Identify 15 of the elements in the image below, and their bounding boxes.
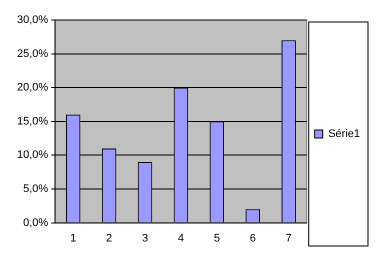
- x-tick-label: 3: [142, 232, 148, 244]
- legend-label: Série1: [328, 128, 360, 140]
- x-tick-label: 6: [250, 232, 256, 244]
- y-tick-label: 15,0%: [16, 115, 48, 128]
- y-tick-label: 30,0%: [16, 14, 48, 26]
- y-tick-label: 5,0%: [23, 183, 48, 196]
- x-tick-label: 1: [70, 232, 76, 244]
- y-tick-label: 20,0%: [16, 82, 48, 94]
- x-tick-label: 2: [106, 232, 112, 244]
- x-tick-label: 5: [214, 232, 220, 244]
- y-tick-label: 10,0%: [16, 149, 48, 162]
- y-tick-label: 25,0%: [16, 48, 48, 60]
- y-tick-label: 0,0%: [23, 216, 48, 229]
- x-tick-label: 4: [178, 232, 184, 244]
- x-tick-label: 7: [286, 232, 292, 244]
